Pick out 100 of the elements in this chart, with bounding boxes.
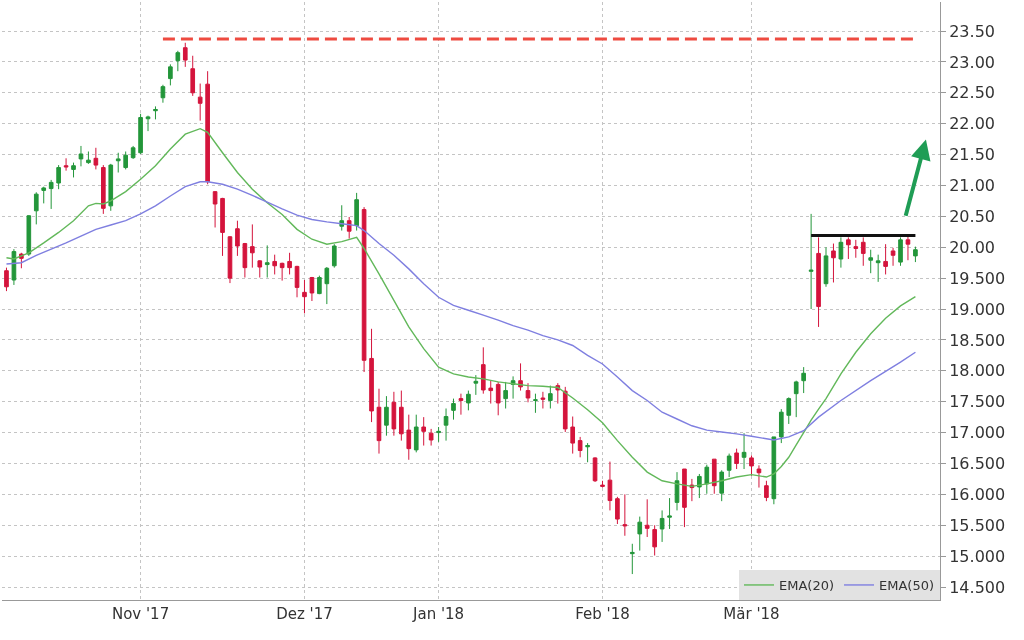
candlestick bbox=[667, 497, 672, 530]
candlestick bbox=[823, 246, 829, 288]
y-tick-label: 17.000 bbox=[949, 423, 1006, 443]
candlestick bbox=[130, 145, 136, 160]
candlestick bbox=[488, 380, 494, 405]
y-tick-label: 15.500 bbox=[949, 515, 1006, 535]
candlestick bbox=[659, 509, 665, 543]
candlestick bbox=[801, 366, 806, 394]
y-tick-label: 16.000 bbox=[949, 484, 1006, 504]
candlestick bbox=[115, 152, 121, 173]
candlestick bbox=[242, 242, 248, 279]
candlestick bbox=[816, 236, 821, 328]
candlestick bbox=[227, 235, 233, 284]
candlestick bbox=[868, 249, 874, 274]
candlestick bbox=[875, 254, 881, 283]
candlestick bbox=[533, 393, 538, 414]
candlestick bbox=[808, 213, 814, 310]
y-tick-label: 22.50 bbox=[949, 83, 996, 103]
candlestick bbox=[540, 391, 546, 409]
line-series bbox=[5, 181, 917, 441]
candlestick bbox=[384, 395, 389, 437]
candlestick bbox=[287, 252, 292, 275]
y-tick-label: 21.50 bbox=[949, 145, 996, 165]
candlestick bbox=[853, 239, 859, 259]
candlestick bbox=[376, 388, 382, 455]
candlestick bbox=[570, 416, 576, 455]
line-series bbox=[5, 127, 917, 488]
candlestick bbox=[764, 480, 769, 502]
candlestick bbox=[399, 390, 404, 442]
candlestick bbox=[63, 157, 69, 172]
candlestick bbox=[629, 543, 635, 575]
candlestick bbox=[428, 428, 434, 447]
candlestick bbox=[212, 190, 218, 228]
candlestick bbox=[682, 468, 687, 528]
candlestick bbox=[294, 265, 300, 298]
candlestick bbox=[562, 386, 568, 433]
candlestick bbox=[4, 267, 9, 292]
candlestick bbox=[615, 496, 620, 525]
candlestick bbox=[145, 115, 151, 132]
candlestick bbox=[41, 186, 47, 204]
candlestick bbox=[86, 151, 91, 164]
candlestick bbox=[190, 55, 196, 97]
candlestick bbox=[719, 469, 725, 502]
candlestick bbox=[175, 50, 181, 72]
candlestick bbox=[56, 164, 61, 190]
candlestick bbox=[831, 243, 836, 283]
candlestick bbox=[793, 380, 799, 418]
y-tick-label: 20.50 bbox=[949, 206, 996, 226]
candlestick bbox=[220, 197, 225, 257]
legend-label: EMA(50) bbox=[879, 578, 935, 594]
candlestick bbox=[406, 414, 412, 461]
candlestick bbox=[771, 436, 777, 505]
candlestick bbox=[644, 498, 650, 538]
candlestick bbox=[860, 236, 866, 267]
candlestick bbox=[182, 42, 188, 68]
candlestick bbox=[354, 192, 359, 232]
candlestick bbox=[577, 436, 583, 458]
candlestick bbox=[600, 480, 605, 489]
candlestick bbox=[421, 416, 427, 447]
candlestick bbox=[235, 220, 240, 257]
candlestick bbox=[361, 206, 367, 373]
candlestick bbox=[33, 191, 39, 225]
y-tick-label: 15.000 bbox=[949, 546, 1006, 566]
x-tick-label: Dez '17 bbox=[276, 605, 333, 623]
candlestick bbox=[264, 244, 270, 279]
x-tick-label: Jan '18 bbox=[412, 605, 465, 623]
y-tick-label: 19.500 bbox=[949, 268, 1006, 288]
candlestick bbox=[458, 393, 464, 416]
candlestick bbox=[846, 236, 851, 260]
y-tick-label: 21.00 bbox=[949, 176, 996, 196]
candlestick bbox=[160, 84, 166, 104]
candlestick bbox=[652, 524, 657, 557]
candlestick bbox=[257, 259, 263, 279]
candlestick bbox=[898, 236, 903, 267]
candlestick bbox=[622, 493, 628, 537]
candlestick bbox=[78, 145, 84, 167]
candlestick bbox=[443, 407, 449, 442]
candlestick bbox=[480, 346, 486, 395]
candlestick bbox=[331, 243, 337, 269]
candlestick bbox=[101, 164, 106, 215]
candlestick bbox=[369, 328, 374, 423]
candlestick bbox=[309, 276, 315, 302]
candlestick bbox=[279, 262, 285, 282]
candlestick bbox=[197, 83, 203, 122]
candlestick bbox=[324, 266, 330, 305]
candlestick bbox=[473, 374, 479, 396]
y-tick-label: 14.500 bbox=[949, 577, 1006, 597]
candlestick bbox=[11, 248, 17, 286]
candlestick bbox=[704, 464, 710, 495]
candlestick bbox=[585, 442, 590, 463]
y-tick-label: 19.000 bbox=[949, 299, 1006, 319]
candlestick bbox=[741, 432, 747, 470]
candlestick bbox=[786, 396, 792, 425]
candlestick bbox=[749, 454, 754, 477]
x-tick-label: Mär '18 bbox=[723, 605, 780, 623]
candlestick bbox=[525, 382, 531, 403]
candlestick bbox=[123, 151, 128, 170]
candlestick bbox=[778, 408, 784, 444]
candlestick bbox=[71, 162, 76, 178]
candlestick bbox=[108, 163, 114, 212]
